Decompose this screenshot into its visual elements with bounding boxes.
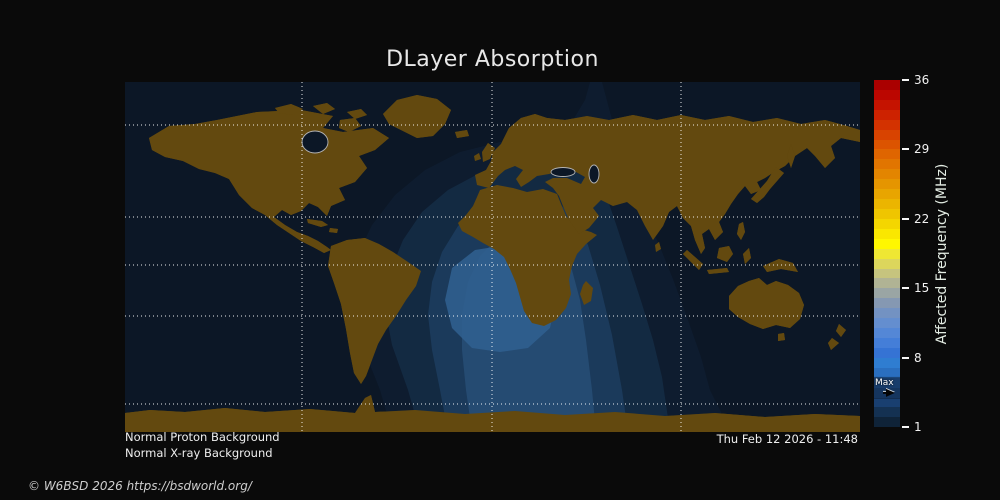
colorbar-gradient	[874, 80, 900, 428]
world-absorption-map	[125, 82, 860, 432]
xray-status: Normal X-ray Background	[125, 446, 273, 460]
colorbar-tick-mark	[902, 426, 909, 428]
copyright-notice: © W6BSD 2026 https://bsdworld.org/	[28, 479, 252, 493]
colorbar-max-marker: Max	[874, 377, 900, 400]
colorbar-tick-label: 36	[914, 72, 930, 87]
colorbar-tick-mark	[902, 217, 909, 220]
max-arrow-icon	[883, 389, 895, 398]
max-marker-label: Max	[875, 378, 894, 389]
colorbar-tick-label: 1	[914, 419, 922, 434]
colorbar-tick-label: 29	[914, 142, 930, 157]
colorbar-tick-label: 22	[914, 211, 930, 226]
colorbar-axis-label: Affected Frequency (MHz)	[934, 163, 950, 344]
map-svg	[125, 82, 860, 432]
graticule	[125, 82, 860, 432]
colorbar-ticks: 36 29 22 15 8 1	[900, 74, 960, 433]
colorbar-tick-mark	[902, 79, 909, 81]
colorbar-tick-label: 15	[914, 280, 930, 295]
colorbar-tick-mark	[902, 356, 909, 359]
colorbar-tick-mark	[902, 148, 909, 151]
page-title: DLayer Absorption	[386, 47, 599, 72]
proton-status: Normal Proton Background	[125, 430, 280, 444]
background-status: Normal Proton Background Normal X-ray Ba…	[125, 429, 280, 461]
colorbar-tick-label: 8	[914, 350, 922, 365]
colorbar-axis-label-wrap: Affected Frequency (MHz)	[925, 80, 959, 427]
colorbar: Max 36 29 22 15 8 1	[874, 74, 929, 433]
colorbar-tick-mark	[902, 287, 909, 290]
map-timestamp: Thu Feb 12 2026 - 11:48	[716, 432, 858, 446]
